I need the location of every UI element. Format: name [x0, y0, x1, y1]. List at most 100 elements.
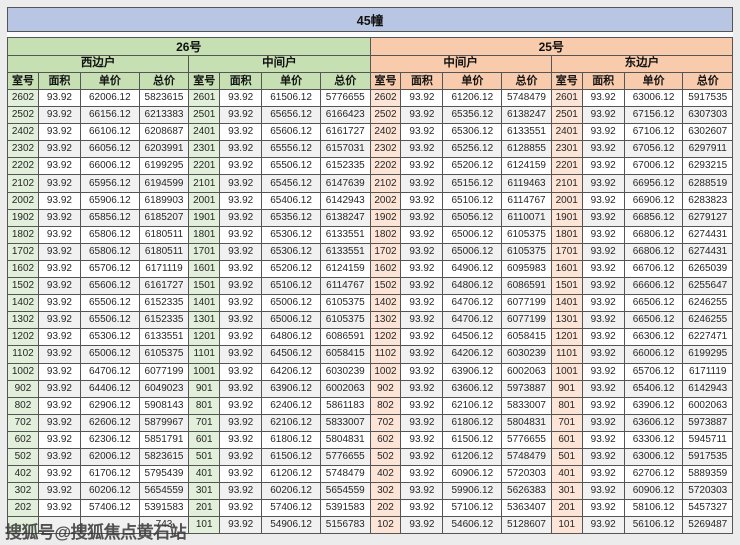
area-cell: 93.92: [401, 260, 444, 279]
area-cell: 93.92: [582, 346, 625, 364]
area-cell: 93.92: [38, 243, 81, 261]
area-cell: 93.92: [582, 278, 625, 296]
total-cell: 6133551: [502, 124, 552, 142]
area-cell: 93.92: [582, 141, 625, 159]
price-cell: 60206.12: [262, 483, 321, 501]
room-cell: 402: [370, 466, 402, 484]
total-cell: 5823615: [139, 448, 190, 467]
room-cell: 1502: [370, 278, 402, 296]
price-cell: 60906.12: [624, 483, 684, 501]
price-cell: 62106.12: [262, 414, 321, 432]
total-cell: 6255647: [683, 278, 733, 296]
room-cell: 202: [8, 500, 39, 518]
total-cell: 6166423: [320, 107, 371, 125]
total-cell: 5776655: [502, 431, 552, 449]
area-cell: 93.92: [582, 517, 625, 535]
total-cell: 5391583: [320, 500, 371, 518]
area-cell: 93.92: [401, 209, 444, 227]
area-cell: 93.92: [220, 192, 263, 210]
total-cell: 5973887: [683, 414, 733, 432]
area-cell: 93.92: [38, 295, 81, 313]
room-cell: 201: [189, 500, 221, 518]
total-cell: 6030239: [502, 346, 552, 364]
area-cell: 93.92: [582, 192, 625, 210]
room-cell: 1502: [8, 278, 39, 296]
room-cell: 2601: [551, 90, 583, 108]
column-header: 总价: [139, 73, 190, 90]
room-cell: 1301: [551, 312, 583, 330]
price-cell: 64706.12: [443, 312, 503, 330]
price-cell: 65006.12: [80, 346, 140, 364]
area-cell: 93.92: [220, 260, 263, 279]
price-cell: 59906.12: [443, 483, 503, 501]
total-cell: 5973887: [502, 380, 552, 398]
area-cell: 93.92: [220, 414, 263, 432]
price-cell: 64706.12: [80, 363, 140, 381]
area-cell: 93.92: [220, 312, 263, 330]
total-cell: 6086591: [502, 278, 552, 296]
price-table: 26号 25号 西边户 中间户 中间户 东边户 室号 面积 单价 总价 室号 面积 单价 总价 室号 面积 单价…: [7, 37, 733, 535]
total-cell: 5917535: [683, 448, 733, 467]
room-cell: 2001: [551, 192, 583, 210]
room-cell: 1402: [370, 295, 402, 313]
price-cell: 65156.12: [443, 175, 503, 193]
total-cell: 5851791: [139, 431, 190, 449]
room-cell: 1902: [370, 209, 402, 227]
total-cell: 5269487: [683, 517, 733, 535]
price-cell: 66506.12: [624, 295, 684, 313]
area-cell: 93.92: [220, 243, 263, 261]
total-cell: 5457327: [683, 500, 733, 518]
area-cell: 93.92: [220, 517, 263, 535]
room-cell: 2201: [189, 158, 221, 176]
price-cell: 57106.12: [443, 500, 503, 518]
room-cell: 1202: [8, 329, 39, 347]
room-cell: 2302: [8, 141, 39, 159]
room-cell: 1701: [189, 243, 221, 261]
price-cell: 65056.12: [443, 209, 503, 227]
total-cell: 6110071: [502, 209, 552, 227]
price-cell: 61206.12: [443, 90, 503, 108]
room-cell: 1901: [189, 209, 221, 227]
area-cell: 93.92: [582, 124, 625, 142]
total-cell: 6105375: [320, 295, 371, 313]
area-cell: 93.92: [220, 448, 263, 467]
room-cell: 302: [370, 483, 402, 501]
room-cell: 1601: [189, 260, 221, 279]
price-cell: 65206.12: [262, 260, 321, 279]
area-cell: 93.92: [582, 397, 625, 415]
total-cell: 5917535: [683, 90, 733, 108]
room-cell: 2301: [189, 141, 221, 159]
total-cell: 5128607: [502, 517, 552, 535]
room-cell: 1201: [551, 329, 583, 347]
total-cell: 5804831: [320, 431, 371, 449]
price-cell: 66006.12: [80, 158, 140, 176]
price-cell: 67106.12: [624, 124, 684, 142]
area-cell: 93.92: [38, 346, 81, 364]
price-cell: 60906.12: [443, 466, 503, 484]
price-cell: 66506.12: [624, 312, 684, 330]
price-cell: 64506.12: [443, 329, 503, 347]
total-cell: 6279127: [683, 209, 733, 227]
room-cell: 1501: [551, 278, 583, 296]
total-cell: 6199295: [139, 158, 190, 176]
total-cell: 6180511: [139, 243, 190, 261]
total-cell: 6265039: [683, 260, 733, 279]
total-cell: 5748479: [502, 448, 552, 467]
total-cell: 6274431: [683, 226, 733, 244]
room-cell: 2001: [189, 192, 221, 210]
total-cell: 6105375: [502, 243, 552, 261]
total-cell: 5889359: [683, 466, 733, 484]
area-cell: 93.92: [220, 466, 263, 484]
area-cell: 93.92: [582, 243, 625, 261]
room-cell: 102: [370, 517, 402, 535]
area-cell: [38, 517, 81, 535]
price-cell: 65506.12: [80, 312, 140, 330]
area-cell: 93.92: [38, 380, 81, 398]
room-cell: 101: [551, 517, 583, 535]
column-header: 室号: [8, 73, 39, 90]
room-cell: 301: [189, 483, 221, 501]
total-cell: 6138247: [320, 209, 371, 227]
area-cell: 93.92: [582, 431, 625, 449]
total-cell: 6077199: [502, 295, 552, 313]
price-cell: 62006.12: [80, 448, 140, 467]
